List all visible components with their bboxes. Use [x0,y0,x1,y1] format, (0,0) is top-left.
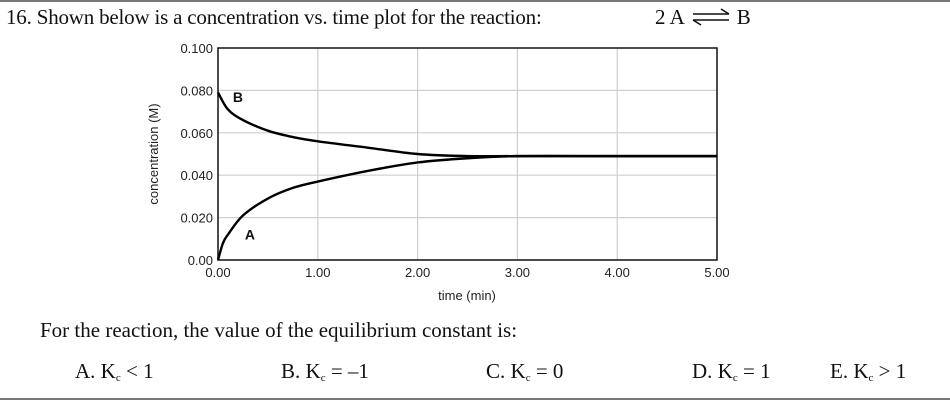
svg-text:0.080: 0.080 [180,83,213,98]
option-subscript: c [115,372,121,384]
reaction-equation: 2 A B [655,5,751,30]
reactant: 2 A [655,5,685,29]
curve-labels: BA [233,89,255,243]
option-k: K [853,359,869,383]
svg-text:A: A [245,227,255,243]
y-axis-label: concentration (M) [146,103,161,204]
bottom-rule [0,398,950,400]
svg-text:0.040: 0.040 [180,168,213,183]
svg-text:0.00: 0.00 [205,265,230,280]
svg-text:0.060: 0.060 [180,126,213,141]
series-a-line [216,154,717,261]
prompt-text: For the reaction, the value of the equil… [40,318,518,342]
svg-text:5.00: 5.00 [704,265,729,280]
option-letter: A. [75,359,101,383]
option-k: K [717,359,733,383]
svg-text:1.00: 1.00 [305,265,330,280]
svg-text:2.00: 2.00 [405,265,430,280]
option-b[interactable]: B. Kc = –1 [281,359,369,384]
series-b-line [216,91,717,158]
svg-text:0.100: 0.100 [180,41,213,56]
top-rule [0,0,950,2]
concentration-time-chart: 0.00 0.020 0.040 0.060 0.080 0.100 0.00 1.00 2.… [146,41,730,303]
option-letter: E. [830,359,854,383]
grid-lines [218,48,717,260]
question-number: 16. [6,5,32,29]
x-axis-ticks: 0.00 1.00 2.00 3.00 4.00 5.00 [205,265,729,280]
option-k: K [510,359,526,383]
plot-frame [217,47,718,261]
option-relation: > 1 [873,359,907,383]
option-c[interactable]: C. Kc = 0 [486,359,563,384]
option-relation: = –1 [325,359,369,383]
option-relation: = 0 [530,359,564,383]
x-axis-label: time (min) [438,288,496,303]
option-letter: B. [281,359,306,383]
option-relation: = 1 [737,359,771,383]
option-letter: C. [486,359,511,383]
option-subscript: c [732,372,738,384]
product: B [736,5,751,29]
option-e[interactable]: E. Kc > 1 [830,359,906,384]
option-subscript: c [320,372,326,384]
svg-text:0.00: 0.00 [188,253,213,268]
option-relation: < 1 [120,359,154,383]
svg-text:0.020: 0.020 [180,211,213,226]
question-body: Shown below is a concentration vs. time … [36,5,542,29]
svg-text:B: B [233,89,243,105]
option-k: K [100,359,116,383]
option-k: K [305,359,321,383]
svg-text:3.00: 3.00 [505,265,530,280]
y-axis-ticks: 0.00 0.020 0.040 0.060 0.080 0.100 [180,41,213,268]
option-a[interactable]: A. Kc < 1 [75,359,154,384]
equilibrium-arrows-icon [692,8,730,26]
option-subscript: c [525,372,531,384]
option-letter: D. [692,359,718,383]
svg-text:4.00: 4.00 [605,265,630,280]
question-text: 16. Shown below is a concentration vs. t… [6,5,542,30]
option-subscript: c [868,372,874,384]
option-d[interactable]: D. Kc = 1 [692,359,771,384]
